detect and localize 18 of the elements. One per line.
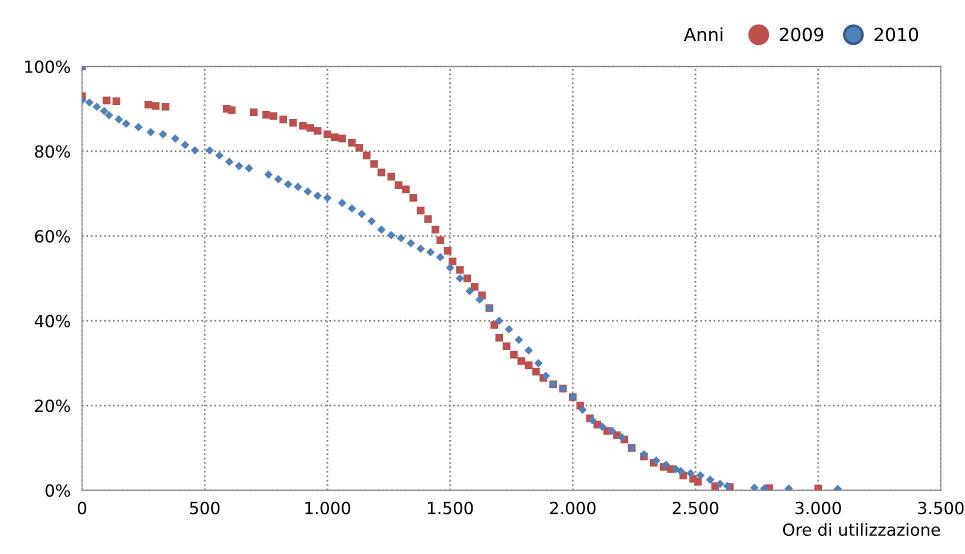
x-tick-label: 0 [78, 502, 86, 514]
y-tick-label: 100% [25, 60, 70, 74]
x-tick-label: 2.000 [550, 502, 596, 514]
y-tick-label: 80% [35, 145, 70, 158]
y-tick-label: 60% [35, 230, 70, 243]
x-tick-label: 3.500 [918, 502, 964, 514]
x-axis-title: Ore di utilizzazione [783, 523, 940, 536]
x-tick-label: 500 [190, 502, 220, 514]
legend-label: 2009 [780, 28, 824, 42]
x-tick-label: 2.500 [672, 502, 718, 514]
x-tick-label: 3.000 [796, 502, 841, 514]
y-tick-label: 0% [46, 484, 70, 497]
x-tick-label: 1.000 [305, 502, 350, 514]
x-tick-label: 1.500 [428, 502, 473, 514]
y-tick-label: 40% [34, 314, 70, 328]
y-tick-label: 20% [35, 399, 70, 412]
legend-title: Anni [684, 27, 722, 42]
legend-label: 2010 [874, 28, 918, 42]
